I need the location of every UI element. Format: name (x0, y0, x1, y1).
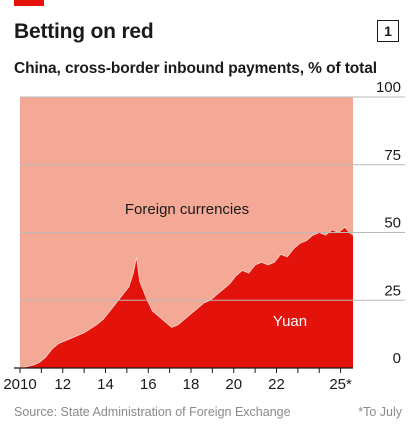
y-tick-label: 75 (384, 147, 401, 164)
y-axis-ticks: 0 25 50 75 100 (376, 79, 401, 367)
foreign-currencies-label: Foreign currencies (125, 201, 249, 218)
x-axis-ticks: 2010 12 14 16 18 20 22 25* (3, 368, 352, 393)
y-tick-label: 0 (393, 350, 401, 367)
x-tick-label: 22 (268, 376, 285, 393)
x-tick-label: 18 (183, 376, 200, 393)
yuan-edge-line (19, 226, 354, 369)
grid-lines (20, 96, 405, 301)
x-tick-label: 14 (97, 376, 114, 393)
chart-title: Betting on red (14, 20, 154, 43)
x-tick-label: 16 (140, 376, 157, 393)
y-tick-label: 100 (376, 79, 401, 96)
y-tick-label: 50 (384, 215, 401, 232)
footnote: *To July (358, 405, 402, 419)
x-tick-label: 25* (329, 376, 352, 393)
x-tick-label: 2010 (3, 376, 36, 393)
y-tick-label: 25 (384, 282, 401, 299)
x-tick-label: 12 (54, 376, 71, 393)
source-note: Source: State Administration of Foreign … (14, 405, 291, 419)
yuan-label: Yuan (273, 313, 307, 330)
chart-subtitle: China, cross-border inbound payments, % … (14, 60, 377, 77)
x-tick-label: 20 (225, 376, 242, 393)
chart-number-badge: 1 (377, 20, 399, 42)
yuan-area (20, 227, 353, 368)
brand-accent-bar (14, 0, 44, 6)
